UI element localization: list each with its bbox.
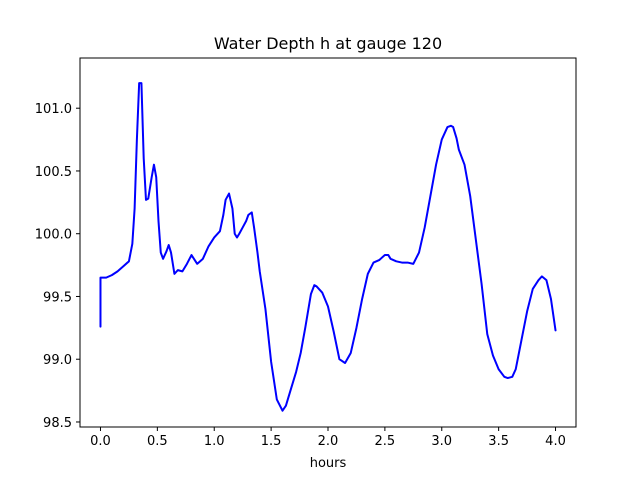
y-tick-label: 99.5: [43, 290, 72, 305]
y-tick-label: 100.0: [35, 228, 72, 243]
y-tick-label: 98.5: [43, 416, 72, 431]
plot-frame: [79, 57, 577, 428]
x-tick-label: 2.0: [318, 434, 339, 449]
x-tick-label: 1.0: [204, 434, 225, 449]
x-tick-label: 2.5: [375, 434, 396, 449]
y-tick-label: 100.5: [35, 165, 72, 180]
x-axis-label: hours: [310, 456, 347, 471]
y-tick-label: 101.0: [35, 102, 72, 117]
x-tick-label: 0.0: [90, 434, 111, 449]
x-tick-label: 3.5: [488, 434, 509, 449]
x-tick-label: 1.5: [261, 434, 282, 449]
chart-title: Water Depth h at gauge 120: [214, 34, 442, 53]
x-tick-label: 0.5: [147, 434, 168, 449]
x-axis-ticks: 0.0 0.5 1.0 1.5 2.0 2.5 3.0 3.5 4.0: [90, 427, 566, 449]
x-tick-label: 4.0: [545, 434, 566, 449]
y-tick-label: 99.0: [43, 353, 72, 368]
plot-area: [99, 82, 557, 412]
x-tick-label: 3.0: [431, 434, 452, 449]
series-line-0: [99, 82, 557, 412]
y-axis-ticks: 98.5 99.0 99.5 100.0 100.5 101.0: [35, 102, 80, 431]
